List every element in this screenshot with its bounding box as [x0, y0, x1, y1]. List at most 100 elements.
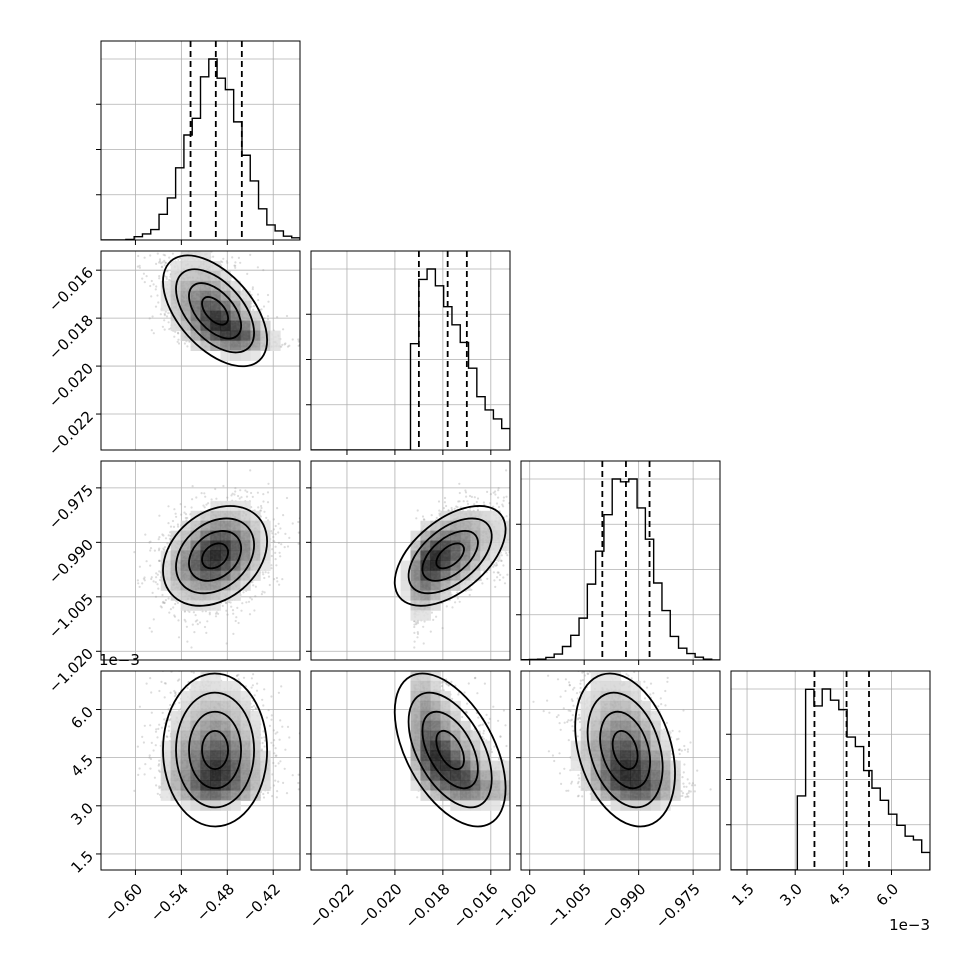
density-cell — [190, 330, 201, 342]
density-cell — [240, 290, 251, 302]
sample-point — [163, 546, 167, 549]
sample-point — [198, 248, 200, 250]
sample-point — [161, 185, 163, 187]
sample-point — [263, 510, 266, 513]
density-cell — [200, 310, 211, 322]
sample-point — [272, 539, 275, 543]
density-cell — [210, 260, 221, 272]
sample-point — [173, 216, 175, 218]
sample-point — [167, 312, 170, 315]
density-cell — [180, 270, 192, 282]
sample-point — [231, 256, 234, 259]
density-cell — [180, 330, 192, 342]
sample-point — [148, 541, 151, 544]
density-cell — [190, 260, 201, 272]
sample-point — [170, 214, 172, 216]
sample-point — [142, 272, 145, 275]
sample-point — [194, 614, 197, 617]
density-cell — [210, 310, 221, 322]
sample-point — [158, 275, 161, 278]
sample-point — [246, 490, 249, 493]
sample-point — [180, 513, 183, 516]
sample-point — [217, 612, 220, 615]
sample-point — [150, 238, 152, 240]
sample-point — [151, 591, 154, 595]
density-cell — [200, 290, 211, 302]
sample-point — [149, 254, 152, 257]
sample-point — [160, 243, 162, 245]
sample-point — [167, 597, 170, 600]
density-cell — [200, 280, 211, 292]
sample-point — [185, 235, 187, 237]
sample-point — [192, 185, 194, 187]
sample-point — [246, 272, 249, 275]
sample-point — [138, 266, 141, 269]
density-cell — [260, 340, 271, 351]
sample-point — [172, 606, 175, 609]
sample-point — [154, 234, 156, 236]
sample-point — [168, 278, 171, 282]
sample-point — [150, 630, 153, 633]
sample-point — [167, 534, 170, 537]
sample-point — [202, 504, 205, 507]
sample-point — [177, 245, 179, 247]
sample-point — [186, 345, 189, 348]
sample-point — [232, 612, 235, 615]
sample-point — [159, 605, 162, 608]
sample-point — [231, 492, 234, 495]
sample-point — [158, 277, 161, 280]
sample-point — [156, 573, 159, 576]
sample-point — [221, 604, 224, 608]
contour-level — [175, 268, 255, 354]
sample-point — [156, 583, 159, 586]
sample-point — [280, 543, 283, 546]
sample-point — [272, 528, 275, 531]
sample-point — [142, 577, 145, 580]
density-cell — [260, 330, 271, 342]
sample-point — [185, 225, 187, 227]
density-cell — [230, 290, 241, 302]
sample-point — [187, 222, 189, 224]
sample-point — [267, 571, 270, 574]
sample-point — [183, 505, 187, 508]
sample-point — [164, 261, 168, 264]
sample-point — [158, 245, 160, 247]
sample-point — [141, 582, 144, 585]
sample-point — [191, 235, 193, 237]
density-cell — [180, 260, 192, 272]
sample-point — [262, 493, 265, 496]
sample-point — [291, 522, 294, 525]
sample-point — [173, 614, 176, 617]
sample-point — [234, 619, 237, 623]
sample-point — [183, 216, 185, 218]
panel-frame — [100, 40, 301, 241]
sample-point — [136, 579, 139, 582]
sample-point — [226, 496, 229, 499]
sample-point — [234, 261, 237, 264]
sample-point — [190, 646, 193, 649]
sample-point — [277, 522, 280, 525]
sample-point — [284, 532, 287, 536]
sample-point — [274, 551, 277, 555]
density-cell — [220, 280, 231, 292]
sample-point — [200, 492, 203, 495]
sample-point — [193, 247, 195, 249]
sample-point — [221, 245, 223, 247]
density-cell — [190, 300, 201, 312]
sample-point — [173, 233, 175, 235]
sample-point — [152, 580, 155, 583]
sample-point — [165, 315, 169, 318]
sample-point — [161, 533, 164, 536]
sample-point — [251, 495, 254, 498]
sample-point — [177, 246, 179, 248]
sample-point — [158, 536, 161, 539]
density-cell — [250, 310, 261, 322]
sample-point — [227, 600, 231, 604]
sample-point — [176, 340, 179, 343]
sample-point — [189, 245, 191, 247]
sample-point — [169, 525, 173, 528]
sample-point — [277, 541, 280, 545]
density-cell — [170, 320, 182, 332]
sample-point — [167, 188, 169, 190]
